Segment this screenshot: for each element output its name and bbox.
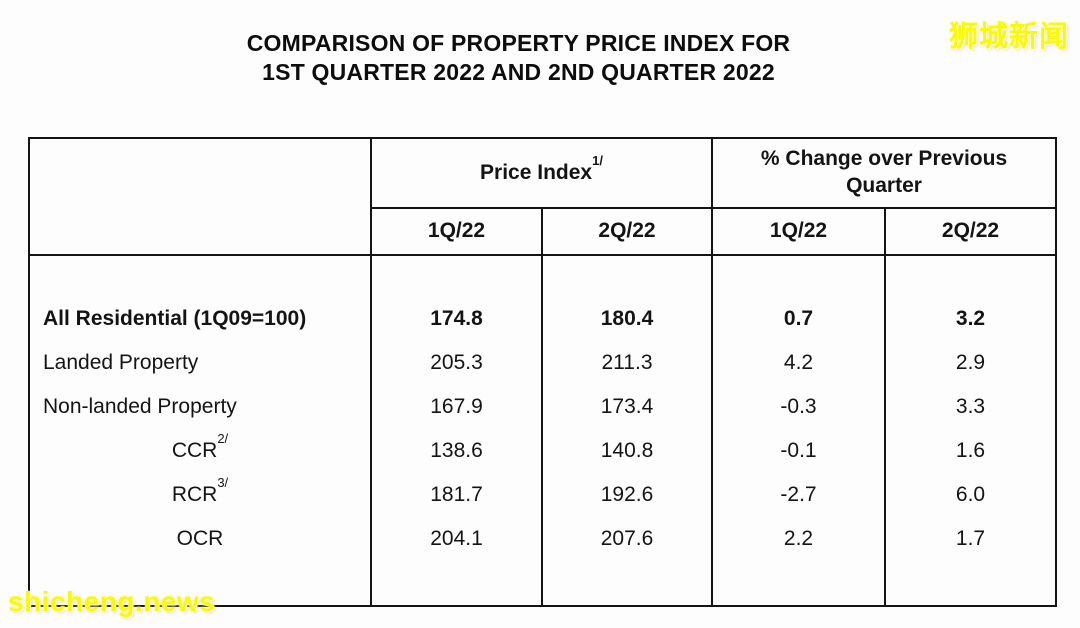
pct-change-1q22-value: -2.7	[711, 473, 887, 517]
price-index-1q22-value: 204.1	[370, 517, 543, 561]
watermark-bottom-left: shicheng.news	[8, 586, 216, 617]
header-subcol-row: 1Q/22 2Q/22 1Q/22 2Q/22	[29, 207, 1058, 256]
price-index-2q22-header: 2Q/22	[540, 207, 714, 256]
price-index-1q22-value: 167.9	[370, 385, 543, 429]
price-index-1q22-value: 174.8	[370, 297, 543, 341]
spacer-cell	[540, 255, 714, 297]
row-label-cell: Non-landed Property	[28, 385, 372, 429]
price-index-1q22-header: 1Q/22	[370, 207, 543, 256]
table-row-ccr: CCR2/ 138.6 140.8 -0.1 1.6	[28, 429, 1058, 473]
spacer-cell	[884, 561, 1058, 606]
spacer-cell	[370, 255, 543, 297]
page-title-line-2: 1ST QUARTER 2022 AND 2ND QUARTER 2022	[262, 59, 775, 85]
row-label-cell: OCR	[28, 517, 372, 561]
pct-change-2q22-header: 2Q/22	[884, 207, 1058, 256]
corner-cell	[28, 137, 372, 256]
pct-change-2q22-value: 6.0	[884, 473, 1058, 517]
spacer-cell	[711, 255, 887, 297]
price-index-2q22-value: 207.6	[540, 517, 714, 561]
table-row-rcr: RCR3/ 181.7 192.6 -2.7 6.0	[28, 473, 1058, 517]
footnote-marker-1: 1/	[592, 152, 603, 168]
price-index-group-header: Price Index1/	[369, 137, 714, 209]
row-footnote-marker: 3/	[217, 475, 229, 491]
price-index-1q22-value: 138.6	[370, 429, 543, 473]
row-label-cell: All Residential (1Q09=100)	[28, 297, 372, 341]
property-price-index-table: Price Index1/ % Change over Previous Qua…	[28, 137, 1058, 607]
price-index-2q22-value: 192.6	[540, 473, 714, 517]
table-row-all-residential: All Residential (1Q09=100) 174.8 180.4 0…	[28, 297, 1058, 341]
pct-change-1q22-value: 4.2	[711, 341, 887, 385]
price-index-1q22-value: 205.3	[370, 341, 543, 385]
spacer-row-top	[28, 255, 1058, 297]
price-index-2q22-value: 173.4	[540, 385, 714, 429]
spacer-cell	[28, 255, 372, 297]
row-label-text: CCR	[171, 439, 218, 462]
price-index-2q22-value: 211.3	[540, 341, 714, 385]
price-index-group-label: Price Index	[480, 160, 593, 184]
spacer-cell	[28, 561, 372, 606]
row-label-cell: RCR3/	[28, 473, 372, 517]
row-footnote-marker: 2/	[217, 431, 229, 447]
price-index-1q22-value: 181.7	[370, 473, 543, 517]
spacer-cell	[711, 561, 887, 606]
table-row-ocr: OCR 204.1 207.6 2.2 1.7	[28, 517, 1058, 561]
pct-change-1q22-value: -0.1	[711, 429, 887, 473]
row-label-text: OCR	[176, 527, 224, 550]
pct-change-1q22-value: 2.2	[711, 517, 887, 561]
table-row-non-landed-property: Non-landed Property 167.9 173.4 -0.3 3.3	[28, 385, 1058, 429]
pct-change-group-label: % Change over Previous Quarter	[760, 147, 1008, 197]
spacer-cell	[370, 561, 543, 606]
spacer-cell	[884, 255, 1058, 297]
spacer-row-bottom	[28, 561, 1058, 606]
row-label-cell: CCR2/	[28, 429, 372, 473]
pct-change-1q22-header: 1Q/22	[711, 207, 887, 256]
spacer-cell	[540, 561, 714, 606]
pct-change-group-header: % Change over Previous Quarter	[711, 137, 1058, 209]
price-index-2q22-value: 180.4	[540, 297, 714, 341]
pct-change-2q22-value: 3.3	[884, 385, 1058, 429]
watermark-top-right: 狮城新闻	[948, 21, 1069, 53]
price-index-2q22-value: 140.8	[540, 429, 714, 473]
row-label-text: All Residential (1Q09=100)	[43, 307, 307, 330]
pct-change-2q22-value: 2.9	[884, 341, 1058, 385]
pct-change-2q22-value: 3.2	[884, 297, 1058, 341]
pct-change-1q22-value: 0.7	[711, 297, 887, 341]
pct-change-2q22-value: 1.6	[884, 429, 1058, 473]
row-label-text: Non-landed Property	[43, 395, 237, 418]
row-label-cell: Landed Property	[28, 341, 372, 385]
pct-change-1q22-value: -0.3	[711, 385, 887, 429]
row-label-text: Landed Property	[43, 351, 199, 374]
header-group-row: Price Index1/ % Change over Previous Qua…	[28, 137, 1058, 256]
page-title: COMPARISON OF PROPERTY PRICE INDEX FOR 1…	[0, 29, 1037, 87]
pct-change-2q22-value: 1.7	[884, 517, 1058, 561]
table-row-landed-property: Landed Property 205.3 211.3 4.2 2.9	[28, 341, 1058, 385]
row-label-text: RCR	[171, 483, 218, 506]
page-title-line-1: COMPARISON OF PROPERTY PRICE INDEX FOR	[246, 30, 791, 56]
